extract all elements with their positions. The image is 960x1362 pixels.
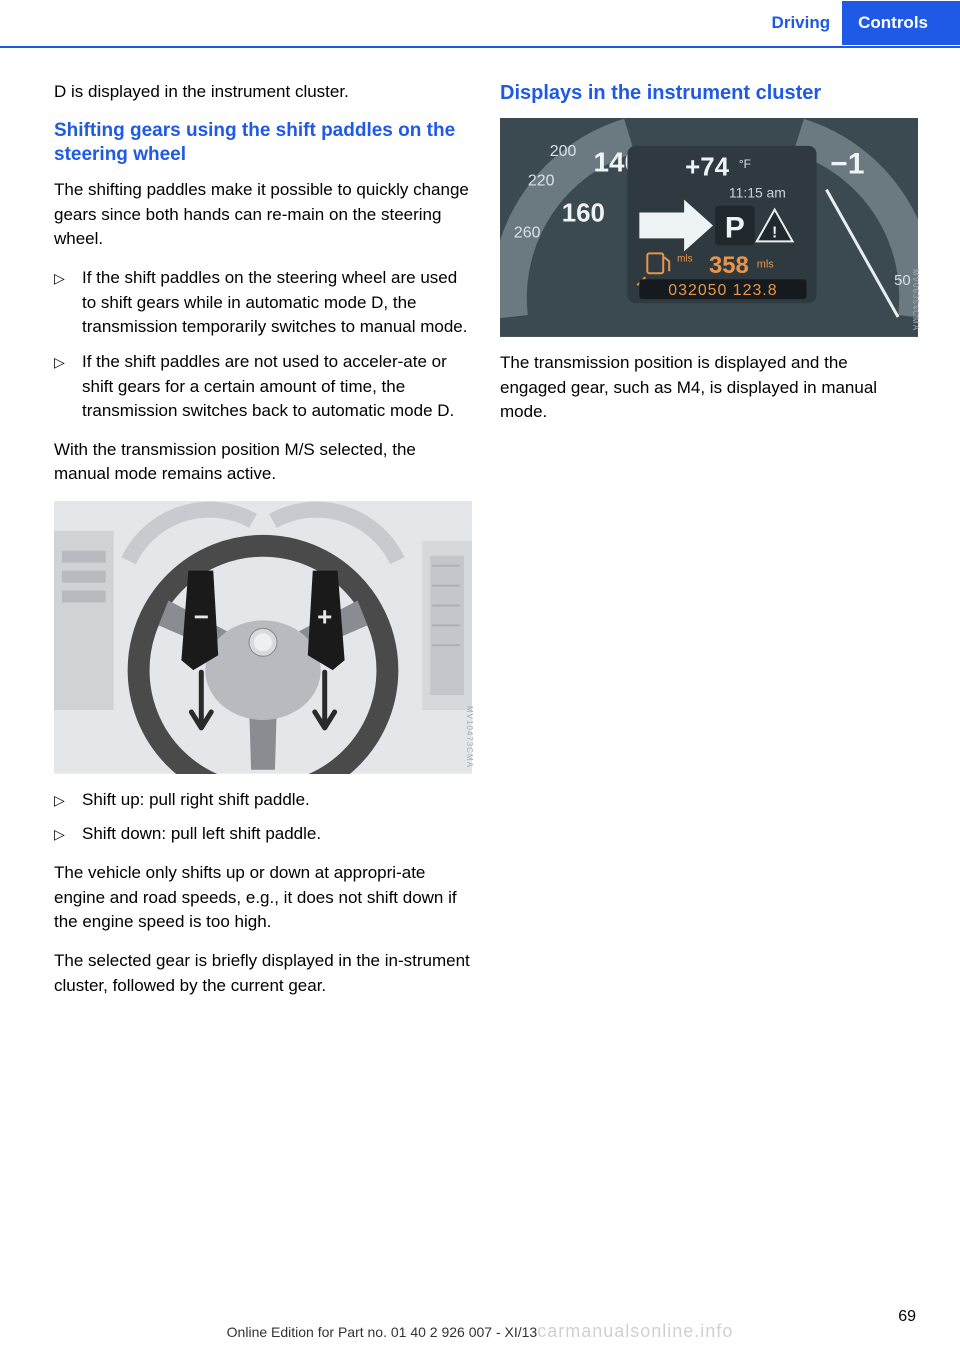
paragraph: With the transmission position M/S selec… <box>54 438 472 487</box>
svg-text:+: + <box>317 603 332 631</box>
right-column: Displays in the instrument cluster 200 2… <box>500 80 918 1012</box>
paragraph: The transmission position is displayed a… <box>500 351 918 425</box>
svg-text:!: ! <box>772 224 777 241</box>
bullet-list: ▷ Shift up: pull right shift paddle. ▷ S… <box>54 788 472 847</box>
svg-text:mls: mls <box>677 253 692 264</box>
bullet-marker-icon: ▷ <box>54 788 82 813</box>
svg-text:260: 260 <box>514 224 541 241</box>
instrument-cluster-illustration: 200 220 260 140 160 −1 50 +74 °F 11:15 a… <box>500 118 918 337</box>
svg-text:200: 200 <box>550 143 577 160</box>
list-item: ▷ If the shift paddles are not used to a… <box>54 350 472 424</box>
bullet-marker-icon: ▷ <box>54 350 82 424</box>
svg-text:50: 50 <box>894 272 911 289</box>
svg-text:160: 160 <box>562 199 605 227</box>
bullet-text: Shift down: pull left shift paddle. <box>82 822 472 847</box>
svg-text:220: 220 <box>528 173 555 190</box>
paragraph: D is displayed in the instrument cluster… <box>54 80 472 105</box>
figure-steering-wheel: − + MV10473CMA <box>54 501 472 774</box>
paragraph: The vehicle only shifts up or down at ap… <box>54 861 472 935</box>
watermark: carmanualsonline.info <box>537 1321 733 1341</box>
svg-text:°F: °F <box>739 157 751 171</box>
svg-text:358: 358 <box>709 252 749 279</box>
header-section-driving: Driving <box>760 13 843 33</box>
bullet-text: If the shift paddles are not used to acc… <box>82 350 472 424</box>
bullet-text: If the shift paddles on the steering whe… <box>82 266 472 340</box>
svg-text:−: − <box>194 603 209 631</box>
figure-instrument-cluster: 200 220 260 140 160 −1 50 +74 °F 11:15 a… <box>500 118 918 337</box>
footer-line: Online Edition for Part no. 01 40 2 926 … <box>0 1321 960 1342</box>
svg-text:032050 123.8: 032050 123.8 <box>668 282 777 299</box>
heading-displays: Displays in the instrument cluster <box>500 80 918 106</box>
list-item: ▷ If the shift paddles on the steering w… <box>54 266 472 340</box>
figure-code: MV10473CMA <box>465 706 474 768</box>
bullet-text: Shift up: pull right shift paddle. <box>82 788 472 813</box>
steering-wheel-illustration: − + <box>54 501 472 774</box>
footer-edition: Online Edition for Part no. 01 40 2 926 … <box>227 1324 538 1340</box>
figure-code: MV06354CMA <box>911 269 920 331</box>
svg-text:11:15 am: 11:15 am <box>729 185 786 201</box>
list-item: ▷ Shift up: pull right shift paddle. <box>54 788 472 813</box>
heading-shift-paddles: Shifting gears using the shift paddles o… <box>54 119 472 168</box>
svg-text:P: P <box>725 211 745 244</box>
content-columns: D is displayed in the instrument cluster… <box>0 48 960 1012</box>
header-section-controls: Controls <box>842 1 960 45</box>
left-column: D is displayed in the instrument cluster… <box>54 80 472 1012</box>
page-header: Driving Controls <box>0 0 960 48</box>
svg-text:mls: mls <box>757 258 775 270</box>
bullet-list: ▷ If the shift paddles on the steering w… <box>54 266 472 424</box>
list-item: ▷ Shift down: pull left shift paddle. <box>54 822 472 847</box>
svg-text:−1: −1 <box>830 148 864 181</box>
bullet-marker-icon: ▷ <box>54 266 82 340</box>
svg-text:+74: +74 <box>685 154 729 182</box>
paragraph: The shifting paddles make it possible to… <box>54 178 472 252</box>
bullet-marker-icon: ▷ <box>54 822 82 847</box>
paragraph: The selected gear is briefly displayed i… <box>54 949 472 998</box>
